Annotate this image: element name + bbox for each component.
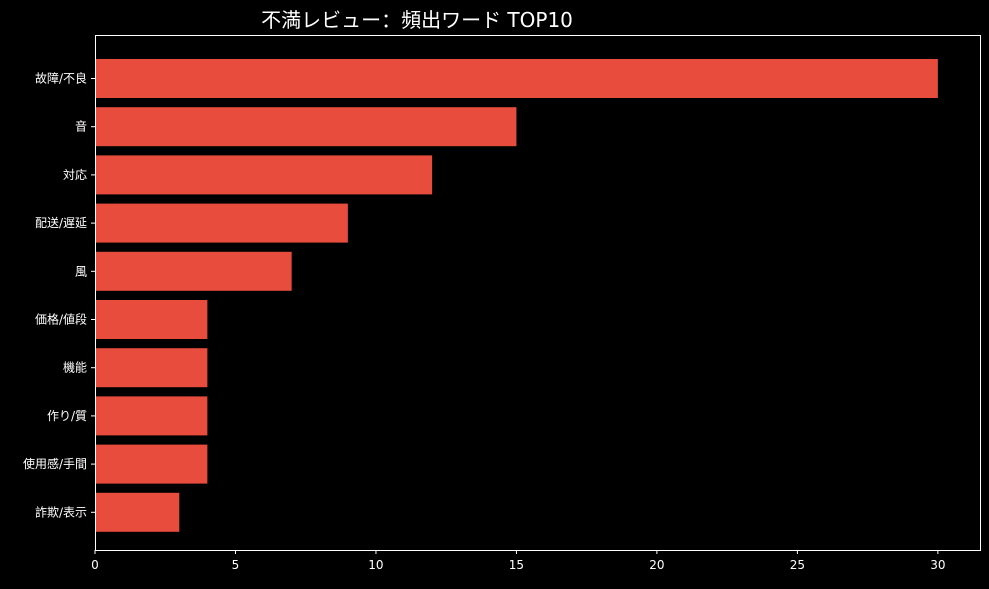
x-tick-label: 5 — [232, 558, 240, 572]
y-tick-label: 価格/値段 — [35, 312, 87, 327]
y-tick-label: 配送/遅延 — [35, 215, 87, 230]
bar-1 — [95, 59, 938, 98]
x-tick-label: 15 — [509, 558, 524, 572]
plot-frame — [95, 35, 981, 551]
y-tick-label: 音 — [75, 119, 87, 134]
y-tick-label: 対応 — [63, 168, 87, 182]
bar-10 — [95, 492, 180, 532]
x-tick-label: 30 — [930, 558, 945, 572]
y-tick-label: 作り/質 — [47, 408, 87, 423]
chart-title: 不満レビュー：頻出ワード TOP10 — [261, 8, 573, 32]
bar-4 — [95, 203, 348, 243]
bar-8 — [95, 396, 208, 436]
bar-2 — [95, 107, 517, 147]
x-axis: 0 5 10 15 20 25 30 — [91, 550, 945, 572]
bar-9 — [95, 444, 208, 484]
x-tick-label: 25 — [790, 558, 805, 572]
x-tick-label: 0 — [91, 558, 99, 572]
bar-6 — [95, 300, 208, 339]
y-tick-label: 風 — [75, 264, 87, 278]
bars-group — [95, 59, 938, 532]
x-tick-label: 20 — [649, 558, 664, 572]
y-tick-label: 故障/不良 — [35, 71, 87, 86]
y-tick-label: 機能 — [63, 360, 87, 375]
y-tick-label: 詐欺/表示 — [35, 504, 87, 519]
bar-7 — [95, 348, 208, 388]
x-tick-label: 10 — [368, 558, 383, 572]
bar-5 — [95, 251, 292, 291]
y-tick-label: 使用感/手間 — [23, 456, 87, 471]
bar-3 — [95, 155, 433, 195]
